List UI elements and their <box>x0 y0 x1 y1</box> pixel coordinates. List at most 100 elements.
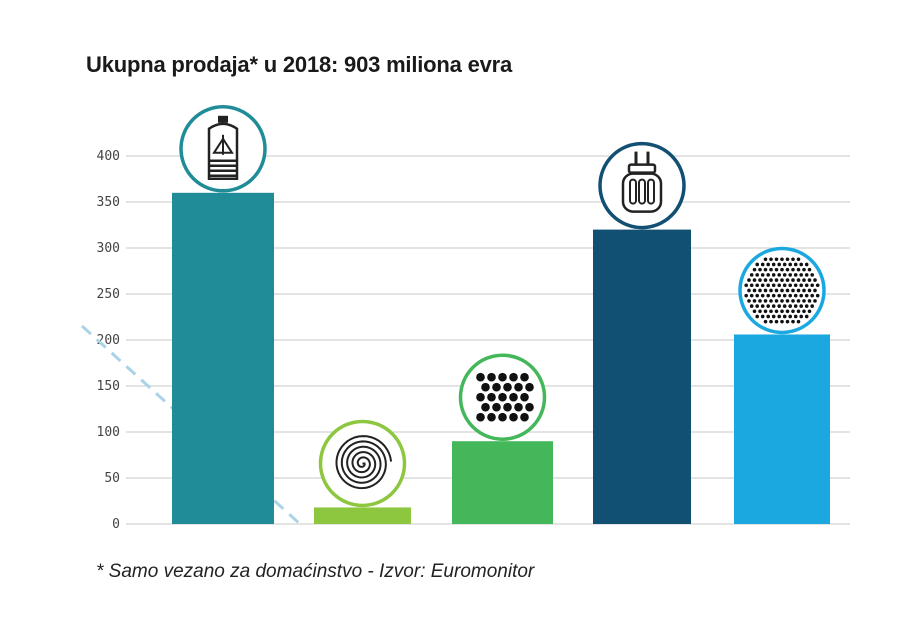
small-dot <box>810 273 814 277</box>
dot <box>498 412 507 422</box>
small-dot <box>802 278 806 282</box>
icon-ring <box>598 141 686 230</box>
plug-body <box>621 172 663 213</box>
small-dot <box>774 299 779 303</box>
small-dot <box>804 262 809 267</box>
small-dot <box>780 257 784 262</box>
spray-nozzle <box>218 115 228 123</box>
small-dot <box>791 267 795 272</box>
small-dot <box>755 293 759 298</box>
dot <box>503 402 512 412</box>
small-dot <box>747 299 751 303</box>
small-dot <box>752 299 757 303</box>
small-dot <box>804 314 809 319</box>
bar-icons <box>179 105 826 508</box>
bar <box>452 441 553 524</box>
small-dot <box>766 304 770 308</box>
small-dot <box>774 267 779 272</box>
small-dot <box>782 262 787 267</box>
small-dot <box>802 309 806 314</box>
coil-icon <box>318 419 407 508</box>
small-dot <box>766 283 770 288</box>
small-dot <box>752 288 757 293</box>
small-dot <box>799 262 803 267</box>
small-dot <box>791 309 795 314</box>
small-dot <box>755 314 759 319</box>
dot <box>509 412 518 422</box>
small-dot <box>755 262 759 267</box>
y-tick-label: 150 <box>97 379 120 394</box>
dot <box>509 392 518 402</box>
small-dot <box>769 309 773 314</box>
small-dot <box>810 283 814 288</box>
small-dot <box>810 304 814 308</box>
small-dot <box>796 267 801 272</box>
small-dot <box>777 304 781 308</box>
small-dot <box>799 293 803 298</box>
dot <box>476 412 485 422</box>
spray-can-icon <box>179 105 267 193</box>
small-dot <box>802 267 806 272</box>
small-dot <box>771 283 776 288</box>
y-tick-label: 50 <box>104 471 120 486</box>
small-dot <box>763 278 768 282</box>
dot <box>492 402 501 412</box>
small-dot <box>766 293 770 298</box>
dot <box>476 392 485 402</box>
small-dot <box>763 299 768 303</box>
small-dot <box>771 262 776 267</box>
small-dot <box>807 278 812 282</box>
small-dot <box>758 299 762 303</box>
small-dot <box>763 267 768 272</box>
small-dot <box>760 273 765 277</box>
small-dot <box>802 299 806 303</box>
small-dot <box>785 288 790 293</box>
small-dot <box>749 304 754 308</box>
small-dot <box>813 299 817 303</box>
small-dot <box>791 299 795 303</box>
small-dot <box>782 293 787 298</box>
small-dot <box>744 293 748 298</box>
small-dot <box>791 319 795 324</box>
small-dot <box>777 293 781 298</box>
small-dot <box>760 304 765 308</box>
y-tick-label: 400 <box>97 149 120 164</box>
small-dot <box>774 319 779 324</box>
small-dot <box>777 283 781 288</box>
small-dot <box>791 288 795 293</box>
small-dot <box>752 309 757 314</box>
small-dot <box>796 299 801 303</box>
small-dot <box>788 314 792 319</box>
plug-vent <box>647 178 655 205</box>
small-dot <box>788 293 792 298</box>
small-dot <box>799 314 803 319</box>
bars <box>172 192 830 525</box>
small-dot <box>785 267 790 272</box>
small-dot <box>799 273 803 277</box>
small-dot <box>749 273 754 277</box>
small-dot <box>766 273 770 277</box>
dot <box>514 382 523 392</box>
small-dot <box>744 283 748 288</box>
small-dot <box>766 262 770 267</box>
coil-spiral <box>335 435 393 490</box>
small-dot <box>771 314 776 319</box>
dot <box>514 402 523 412</box>
y-tick-label: 350 <box>97 195 120 210</box>
small-dot <box>813 288 817 293</box>
small-dot <box>774 309 779 314</box>
small-dot <box>771 293 776 298</box>
small-dot <box>793 293 798 298</box>
chart-title: Ukupna prodaja* u 2018: 903 miliona evra <box>86 52 513 77</box>
small-dot <box>785 278 790 282</box>
dot <box>487 392 496 402</box>
small-dot <box>793 283 798 288</box>
bar <box>734 334 830 524</box>
small-dot <box>785 299 790 303</box>
bar <box>172 192 274 525</box>
small-dot <box>799 304 803 308</box>
small-dot <box>796 319 801 324</box>
small-dot <box>771 273 776 277</box>
small-dot <box>799 283 803 288</box>
